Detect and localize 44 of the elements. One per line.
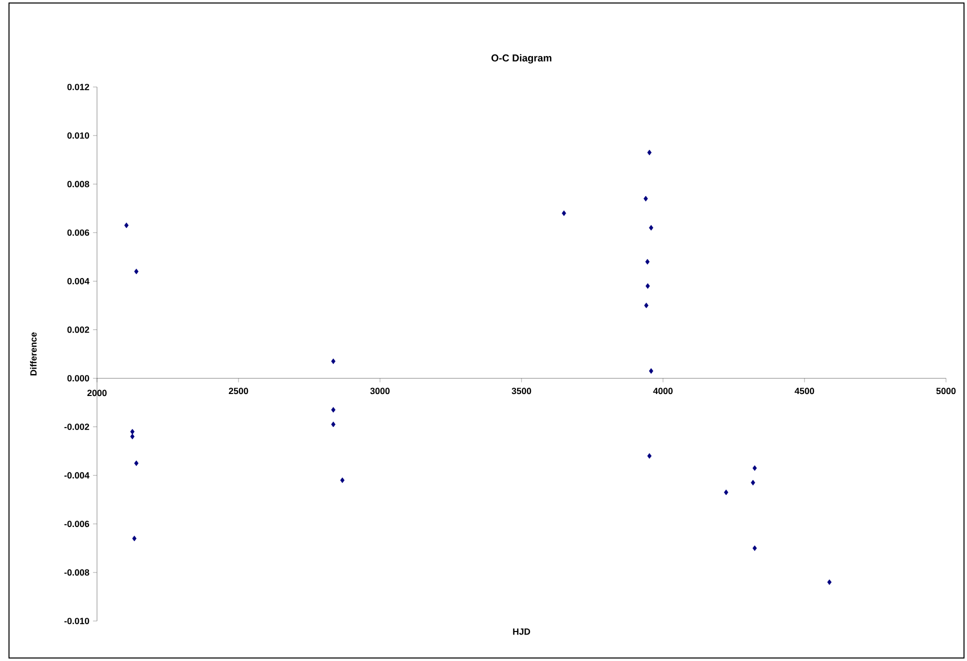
y-tick-label: 0.004 bbox=[67, 278, 90, 284]
x-tick-label: 2500 bbox=[228, 388, 248, 394]
point bbox=[644, 302, 648, 308]
y-tick-label: -0.008 bbox=[64, 569, 90, 576]
point bbox=[750, 480, 756, 486]
y-tick-label: 0.008 bbox=[67, 180, 90, 188]
point bbox=[648, 368, 654, 374]
y-tick-label: 0.012 bbox=[67, 84, 90, 90]
x-tick-label: 3500 bbox=[512, 388, 532, 394]
y-tick-label: 0.002 bbox=[67, 326, 90, 333]
y-tick-label: 0.006 bbox=[67, 229, 90, 236]
point bbox=[562, 210, 566, 216]
y-axis-title: Difference bbox=[30, 332, 37, 376]
point bbox=[130, 434, 135, 440]
x-tick-label: 5000 bbox=[936, 388, 956, 394]
point bbox=[648, 224, 654, 231]
x-axis-title: HJD bbox=[513, 628, 530, 635]
point bbox=[646, 283, 650, 289]
y-tick-label: -0.006 bbox=[64, 520, 90, 528]
x-tick-label: 4500 bbox=[794, 388, 814, 394]
point bbox=[752, 545, 757, 551]
x-tick-label: 2000 bbox=[87, 390, 107, 396]
point bbox=[132, 536, 137, 542]
point bbox=[331, 422, 336, 428]
point bbox=[647, 453, 652, 459]
point bbox=[647, 150, 652, 156]
x-tick-label: 4000 bbox=[653, 388, 673, 394]
y-tick-label: 0.000 bbox=[67, 375, 90, 382]
point bbox=[724, 490, 728, 496]
point bbox=[124, 222, 129, 228]
point bbox=[827, 579, 832, 585]
point bbox=[134, 268, 138, 274]
point bbox=[645, 258, 650, 265]
point bbox=[331, 407, 336, 413]
point bbox=[644, 196, 648, 202]
y-tick-label: 0.010 bbox=[67, 132, 90, 139]
y-tick-label: -0.004 bbox=[64, 472, 90, 479]
point bbox=[752, 465, 757, 471]
y-tick-label: -0.002 bbox=[64, 424, 90, 430]
y-tick-label: -0.010 bbox=[64, 618, 90, 624]
point bbox=[130, 428, 135, 434]
point bbox=[340, 477, 345, 484]
x-tick-label: 3000 bbox=[370, 388, 390, 394]
chart-title: O-C Diagram bbox=[491, 54, 552, 64]
